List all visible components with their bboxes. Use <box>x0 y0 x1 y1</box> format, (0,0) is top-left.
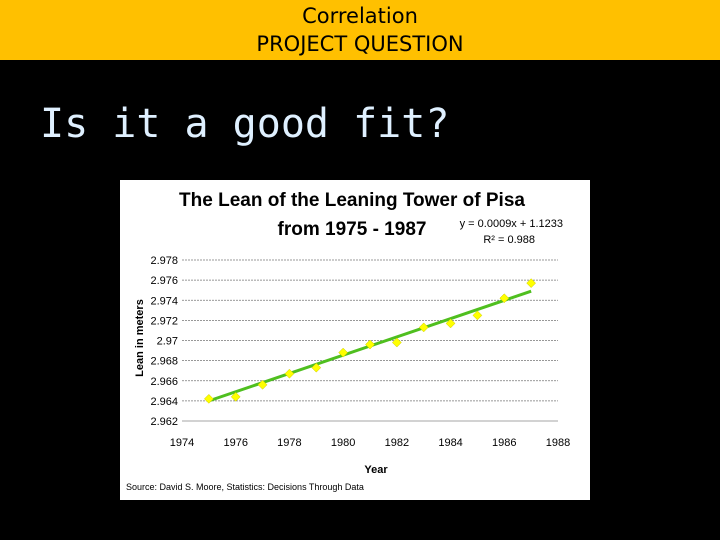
data-point <box>499 293 510 304</box>
data-point <box>445 318 456 329</box>
x-tick-label: 1984 <box>438 437 462 449</box>
y-tick-label: 2.962 <box>150 416 178 428</box>
chart-title-line-1: The Lean of the Leaning Tower of Pisa <box>179 190 525 211</box>
slide-heading: Is it a good fit? <box>40 101 450 147</box>
y-tick-label: 2.964 <box>150 396 178 408</box>
y-tick-label: 2.976 <box>150 275 178 287</box>
trendline-r-squared: R² = 0.988 <box>483 234 535 246</box>
x-tick-label: 1988 <box>546 437 570 449</box>
y-tick-label: 2.972 <box>150 315 178 327</box>
x-tick-label: 1980 <box>331 437 355 449</box>
scatter-chart: The Lean of the Leaning Tower of Pisa fr… <box>126 190 570 492</box>
y-tick-label: 2.974 <box>150 295 178 307</box>
data-point <box>365 339 375 350</box>
data-point <box>230 391 241 402</box>
x-tick-label: 1982 <box>385 437 409 449</box>
y-tick-label: 2.968 <box>150 356 178 368</box>
header-subtitle: PROJECT QUESTION <box>256 32 464 56</box>
data-point <box>338 347 348 358</box>
chart-source: Source: David S. Moore, Statistics: Deci… <box>126 482 364 492</box>
data-point <box>311 362 322 373</box>
data-point <box>257 379 268 390</box>
data-point <box>284 368 295 379</box>
trendline-equation: y = 0.0009x + 1.1233 <box>460 218 563 230</box>
x-tick-label: 1976 <box>223 437 247 449</box>
data-point <box>204 394 214 404</box>
x-tick-label: 1986 <box>492 437 516 449</box>
y-axis-label: Lean in meters <box>134 299 146 377</box>
x-tick-label: 1978 <box>277 437 301 449</box>
data-point <box>526 278 536 288</box>
header-title: Correlation <box>302 4 418 28</box>
chart-panel: The Lean of the Leaning Tower of Pisa fr… <box>120 180 590 500</box>
data-point <box>418 322 429 333</box>
header-banner: Correlation PROJECT QUESTION <box>0 0 720 60</box>
y-tick-label: 2.966 <box>150 376 178 388</box>
chart-title-line-2: from 1975 - 1987 <box>278 219 427 240</box>
y-tick-label: 2.978 <box>150 255 178 267</box>
data-point <box>392 337 402 348</box>
y-tick-label: 2.97 <box>157 336 178 348</box>
x-axis-label: Year <box>364 464 388 476</box>
data-point <box>472 310 483 321</box>
x-tick-label: 1974 <box>170 437 194 449</box>
